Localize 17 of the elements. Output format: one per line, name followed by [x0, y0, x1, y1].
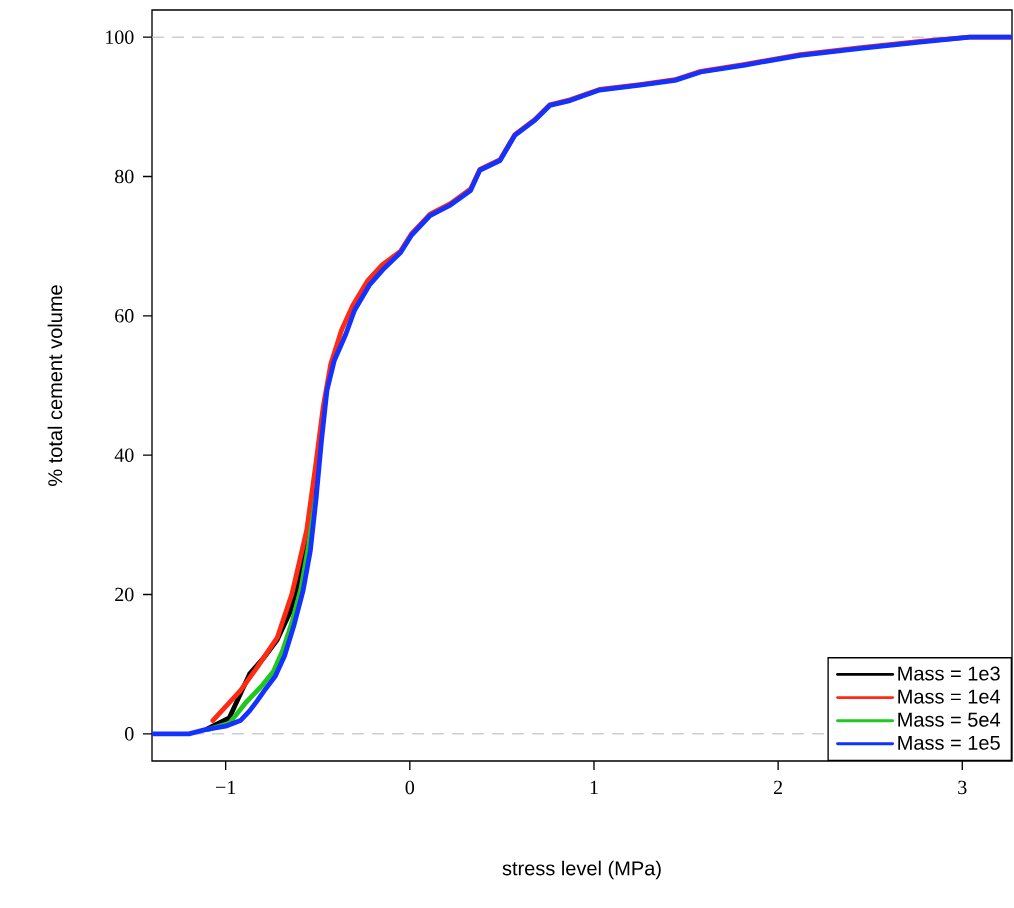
x-axis-title: stress level (MPa)	[502, 860, 661, 880]
y-axis-title: % total cement volume	[47, 285, 63, 486]
x-tick-label: 0	[405, 780, 415, 795]
y-tick-label: 80	[115, 169, 134, 184]
legend-label: Mass = 1e5	[898, 735, 1000, 750]
legend-label: Mass = 5e4	[898, 712, 1001, 727]
x-tick-label: 1	[590, 780, 598, 794]
legend-label: Mass = 1e3	[898, 666, 1000, 681]
x-tick-label: 2	[774, 780, 783, 794]
x-tick-label: 3	[958, 780, 967, 795]
legend-label: Mass = 1e4	[898, 689, 1001, 704]
y-tick-label: 100	[106, 30, 134, 44]
y-tick-label: 40	[114, 448, 134, 462]
y-tick-label: 60	[115, 309, 134, 323]
y-tick-label: 20	[115, 587, 134, 602]
x-tick-label: −1	[216, 780, 236, 794]
y-tick-label: 0	[125, 727, 134, 741]
